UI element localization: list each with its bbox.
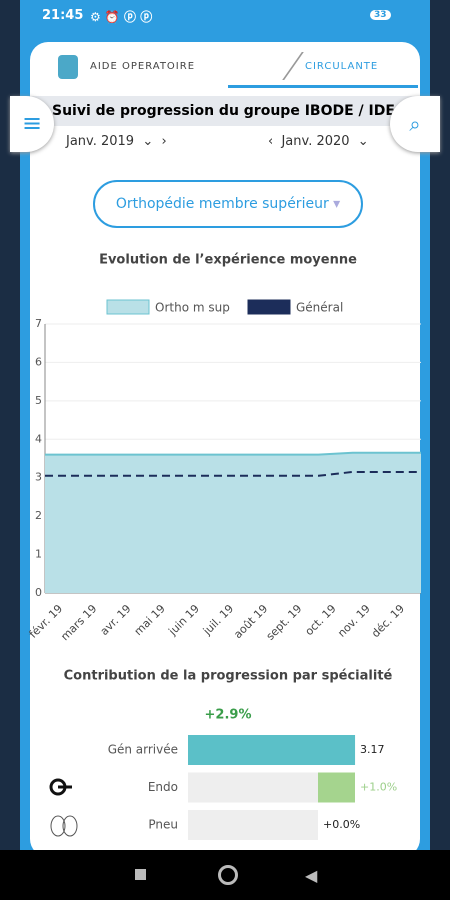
x-tick-label: mai 19 (132, 602, 168, 638)
x-tick-label: déc. 19 (369, 602, 407, 640)
clock: 21:45 (42, 8, 84, 23)
back-button[interactable]: ◀ (305, 866, 318, 885)
x-tick-label: nov. 19 (335, 602, 373, 640)
bar (188, 735, 356, 765)
endo-icon (49, 778, 72, 796)
contribution-title: Contribution de la progression par spéci… (64, 669, 393, 684)
y-tick-label: 6 (35, 355, 42, 368)
y-tick-label: 0 (35, 586, 42, 599)
area (45, 452, 421, 593)
value-label: +0.0% (323, 818, 360, 831)
search-button[interactable]: ⌕ (390, 96, 440, 152)
start-date-label: Janv. 2019 (66, 134, 135, 149)
x-tick-label: oct. 19 (303, 602, 339, 638)
specialty-select[interactable]: Orthopédie membre supérieur ▾ (93, 180, 363, 228)
aide-icon (58, 55, 78, 79)
end-date[interactable]: ‹ Janv. 2020 ⌄ (268, 134, 369, 149)
x-tick-label: sept. 19 (264, 602, 305, 643)
y-tick-label: 4 (35, 432, 42, 445)
nav-bar: ◀ (0, 850, 450, 900)
y-tick-label: 2 (35, 509, 42, 522)
y-tick-label: 3 (35, 471, 42, 484)
x-tick-label: mars 19 (58, 602, 99, 643)
legend-swatch (247, 299, 291, 315)
y-tick-label: 7 (35, 317, 42, 330)
home-button[interactable] (218, 865, 238, 885)
end-date-label: Janv. 2020 (281, 134, 350, 149)
bar (318, 772, 355, 803)
pneu-icon (50, 815, 78, 837)
contribution-total: +2.9% (205, 708, 252, 723)
legend-label: Général (296, 301, 343, 315)
bar-track (188, 810, 318, 840)
tab-indicator (228, 85, 418, 88)
legend-label: Ortho m sup (155, 301, 230, 315)
x-tick-label: juin 19 (166, 602, 202, 638)
header-bar: Suivi de progression du groupe IBODE / I… (30, 96, 420, 126)
specialty-label: Orthopédie membre supérieur (115, 196, 329, 212)
y-tick-label: 1 (35, 548, 42, 561)
recent-button[interactable] (135, 869, 146, 880)
y-tick-label: 5 (35, 394, 42, 407)
battery: 33 (370, 10, 391, 20)
row-label: Pneu (148, 818, 178, 832)
value-label: +1.0% (360, 781, 397, 794)
row-label: Gén arrivée (108, 743, 178, 757)
area-edge (45, 451, 421, 456)
menu-button[interactable]: ≡ (10, 96, 54, 152)
line (45, 470, 421, 477)
bar-track (188, 772, 318, 803)
status-icons: ⚙ ⏰ ⓟ ⓟ (90, 10, 153, 24)
start-date[interactable]: Janv. 2019 ⌄ › (66, 134, 167, 149)
chart-title: Evolution de l’expérience moyenne (99, 253, 357, 268)
value-label: 3.17 (360, 743, 385, 756)
legend-swatch (106, 299, 150, 315)
x-tick-label: avr. 19 (98, 602, 134, 638)
card (30, 42, 420, 857)
tab-active[interactable]: CIRCULANTE (305, 61, 379, 72)
row-label: Endo (148, 780, 178, 794)
tab[interactable]: AIDE OPERATOIRE (90, 61, 196, 72)
header-title: Suivi de progression du groupe IBODE / I… (52, 103, 395, 119)
